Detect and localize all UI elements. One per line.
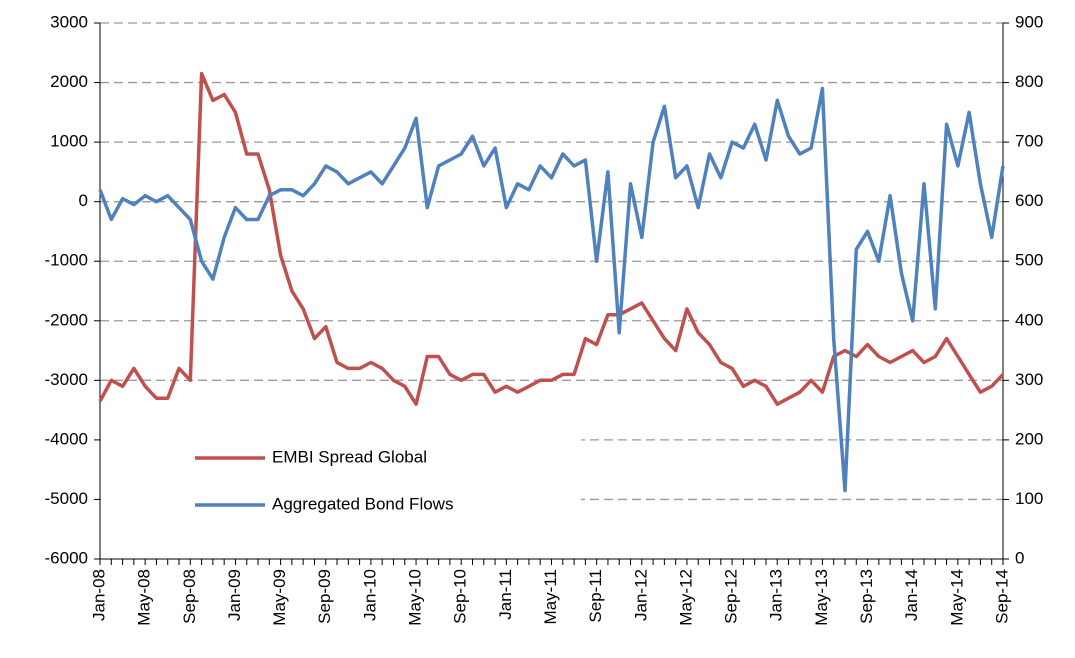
x-tick-label: May-09 (270, 569, 289, 626)
y-tick-label: 3000 (50, 12, 88, 31)
x-tick-label: Jan-11 (496, 569, 515, 620)
y-tick-label: -4000 (45, 429, 88, 448)
x-tick-label: Jan-12 (631, 569, 650, 621)
x-tick-label: Jan-14 (902, 569, 921, 621)
y2-tick-label: 300 (1015, 370, 1043, 389)
x-tick-label: Sep-09 (315, 569, 334, 624)
y2-tick-label: 0 (1015, 548, 1024, 567)
y2-tick-label: 700 (1015, 132, 1043, 151)
y2-tick-label: 400 (1015, 310, 1043, 329)
x-tick-label: Sep-13 (857, 569, 876, 624)
y-tick-label: 0 (79, 191, 88, 210)
y-tick-label: 2000 (50, 72, 88, 91)
x-tick-label: Sep-11 (586, 569, 605, 623)
x-tick-label: May-10 (406, 569, 425, 626)
x-tick-label: Jan-08 (89, 569, 108, 621)
x-tick-label: Jan-09 (225, 569, 244, 621)
y-tick-label: -5000 (45, 489, 88, 508)
y2-tick-label: 200 (1015, 429, 1043, 448)
y-tick-label: -2000 (45, 310, 88, 329)
y-tick-label: -3000 (45, 370, 88, 389)
x-tick-label: May-11 (541, 569, 560, 624)
legend-label: EMBI Spread Global (272, 447, 427, 466)
y-tick-label: -6000 (45, 548, 88, 567)
x-tick-label: Sep-08 (180, 569, 199, 624)
x-tick-label: May-13 (812, 569, 831, 626)
x-tick-label: Jan-13 (767, 569, 786, 621)
series-line (98, 86, 1005, 493)
y2-tick-label: 600 (1015, 191, 1043, 210)
x-tick-label: Sep-14 (992, 569, 1011, 624)
legend-label: Aggregated Bond Flows (272, 494, 453, 513)
x-tick-label: May-08 (135, 569, 154, 626)
y2-tick-label: 800 (1015, 72, 1043, 91)
x-tick-label: May-14 (947, 569, 966, 626)
y-tick-label: 1000 (50, 132, 88, 151)
y2-tick-label: 500 (1015, 251, 1043, 270)
x-tick-label: May-12 (676, 569, 695, 626)
legend-background (101, 430, 581, 534)
x-tick-label: Sep-12 (722, 569, 741, 624)
y2-tick-label: 900 (1015, 12, 1043, 31)
x-tick-label: Jan-10 (360, 569, 379, 621)
x-tick-label: Sep-10 (451, 569, 470, 624)
y-tick-label: -1000 (45, 251, 88, 270)
series-line (98, 71, 1005, 406)
y2-tick-label: 100 (1015, 489, 1043, 508)
